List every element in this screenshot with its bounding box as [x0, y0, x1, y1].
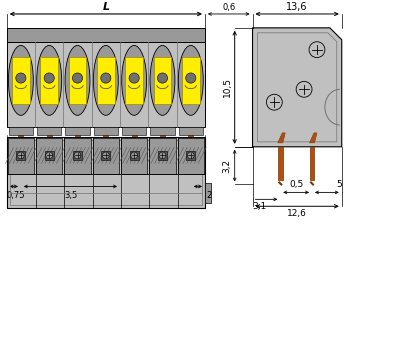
Bar: [9, 127, 33, 135]
Bar: [10, 140, 202, 205]
Bar: [160, 135, 165, 169]
Bar: [69, 57, 86, 104]
Text: 5: 5: [336, 180, 342, 189]
Text: 3,2: 3,2: [223, 159, 232, 173]
Bar: [132, 135, 137, 169]
Bar: [150, 127, 175, 135]
Bar: [154, 57, 171, 104]
Circle shape: [186, 73, 196, 83]
Bar: [186, 151, 195, 160]
Bar: [40, 57, 58, 104]
Polygon shape: [104, 169, 108, 175]
Bar: [122, 127, 146, 135]
Circle shape: [296, 82, 312, 97]
Polygon shape: [76, 169, 80, 175]
Bar: [12, 57, 30, 104]
Bar: [278, 147, 283, 181]
Circle shape: [188, 152, 194, 159]
Text: 0,5: 0,5: [289, 180, 303, 189]
Text: 13,6: 13,6: [286, 2, 308, 12]
Circle shape: [159, 152, 166, 159]
Bar: [188, 135, 193, 169]
Circle shape: [309, 42, 325, 58]
Polygon shape: [252, 28, 342, 147]
Text: 10,5: 10,5: [223, 77, 232, 97]
Polygon shape: [19, 169, 23, 175]
Text: 0,75: 0,75: [7, 191, 25, 201]
Bar: [16, 151, 25, 160]
Bar: [36, 138, 62, 174]
Ellipse shape: [150, 46, 175, 116]
Text: 12,6: 12,6: [287, 209, 307, 218]
Text: L: L: [102, 2, 109, 12]
Bar: [7, 42, 205, 127]
Bar: [93, 138, 119, 174]
Bar: [130, 151, 139, 160]
Text: 3,5: 3,5: [64, 191, 77, 201]
Ellipse shape: [178, 46, 203, 116]
Polygon shape: [310, 133, 317, 143]
Bar: [182, 57, 200, 104]
Circle shape: [44, 73, 54, 83]
Bar: [179, 127, 203, 135]
Bar: [8, 138, 34, 174]
Ellipse shape: [37, 46, 62, 116]
Bar: [7, 28, 205, 42]
Bar: [73, 151, 82, 160]
Circle shape: [72, 73, 83, 83]
Bar: [65, 127, 90, 135]
Circle shape: [101, 73, 111, 83]
Text: 3,1: 3,1: [252, 202, 267, 211]
Bar: [125, 57, 143, 104]
Circle shape: [74, 152, 81, 159]
Bar: [18, 135, 23, 169]
Circle shape: [129, 73, 139, 83]
Polygon shape: [189, 169, 193, 175]
Ellipse shape: [8, 46, 33, 116]
Circle shape: [102, 152, 109, 159]
Bar: [97, 57, 115, 104]
Bar: [149, 138, 176, 174]
Bar: [205, 183, 211, 203]
Ellipse shape: [122, 46, 147, 116]
Circle shape: [16, 73, 26, 83]
Bar: [103, 135, 108, 169]
Circle shape: [46, 152, 52, 159]
Polygon shape: [47, 169, 51, 175]
Ellipse shape: [65, 46, 90, 116]
Circle shape: [131, 152, 138, 159]
Ellipse shape: [93, 46, 118, 116]
Bar: [37, 127, 61, 135]
Polygon shape: [278, 133, 285, 143]
Circle shape: [157, 73, 168, 83]
Bar: [158, 151, 167, 160]
Bar: [94, 127, 118, 135]
Bar: [75, 135, 80, 169]
Circle shape: [266, 94, 282, 110]
Bar: [101, 151, 110, 160]
Polygon shape: [160, 169, 164, 175]
Bar: [47, 135, 52, 169]
Circle shape: [18, 152, 24, 159]
Bar: [7, 137, 205, 208]
Bar: [45, 151, 54, 160]
Polygon shape: [132, 169, 136, 175]
Text: 2: 2: [206, 191, 211, 201]
Bar: [178, 138, 204, 174]
Bar: [64, 138, 91, 174]
Bar: [121, 138, 147, 174]
Text: 0,6: 0,6: [222, 3, 235, 12]
Bar: [310, 147, 314, 181]
